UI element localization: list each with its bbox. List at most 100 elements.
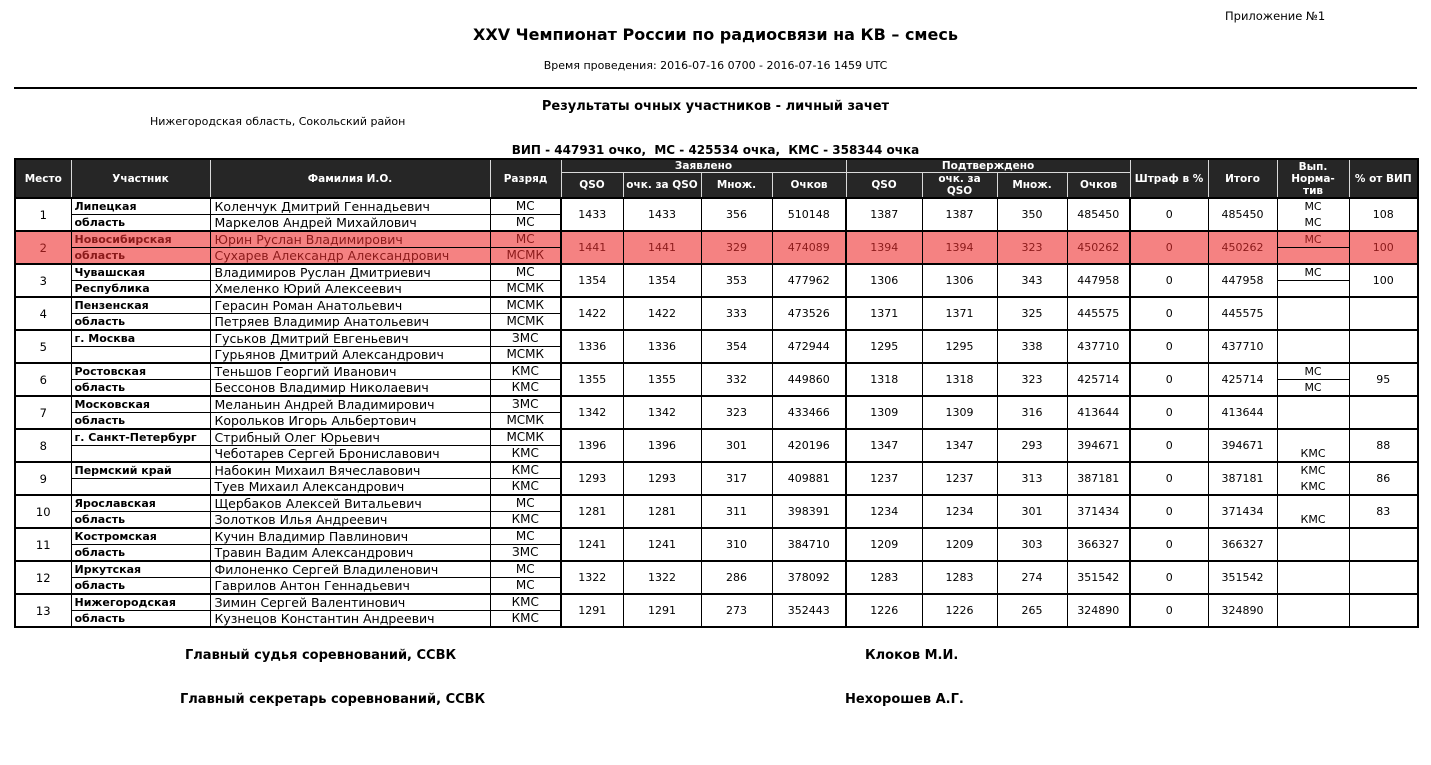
event-time: Время проведения: 2016-07-16 0700 - 2016… (543, 59, 888, 72)
cell-confirmed-qso: 1394 (845, 230, 923, 265)
cell-region-line2: область (70, 511, 211, 529)
cell-claimed-score: 378092 (771, 560, 847, 595)
cell-place: 7 (14, 395, 72, 430)
cell-penalty: 0 (1129, 362, 1209, 397)
cell-region-line2: область (70, 577, 211, 595)
cell-claimed-mult: 329 (700, 230, 773, 265)
cell-operator2-name: Гурьянов Дмитрий Александрович (209, 346, 491, 364)
cell-penalty: 0 (1129, 296, 1209, 331)
cell-operator1-rank: МСМК (489, 296, 562, 315)
cell-confirmed-qso: 1283 (845, 560, 923, 595)
cell-penalty: 0 (1129, 263, 1209, 298)
cell-operator2-name: Петряев Владимир Анатольевич (209, 313, 491, 331)
cell-region-line1: Нижегородская (70, 593, 211, 612)
header-row-groups: Место Участник Фамилия И.О. Разряд Заявл… (14, 158, 1419, 199)
result-row-second-line: область Гаврилов Антон Геннадьевич МС (15, 577, 1418, 595)
cell-operator2-rank: КМС (489, 445, 562, 463)
cell-claimed-pts: 1322 (622, 560, 702, 595)
cell-operator2-rank: КМС (489, 478, 562, 496)
cell-claimed-score: 409881 (771, 461, 847, 496)
cell-claimed-score: 472944 (771, 329, 847, 364)
cell-place: 11 (14, 527, 72, 562)
cell-confirmed-score: 485450 (1066, 197, 1131, 232)
cell-operator1-rank: ЗМС (489, 329, 562, 348)
cell-norm-1 (1276, 296, 1350, 314)
col-group-confirmed: Подтверждено (845, 158, 1131, 174)
col-header-place: Место (14, 158, 72, 199)
cell-region-line1: Ярославская (70, 494, 211, 513)
cell-operator2-name: Бессонов Владимир Николаевич (209, 379, 491, 397)
cell-penalty: 0 (1129, 560, 1209, 595)
cell-operator2-name: Гаврилов Антон Геннадьевич (209, 577, 491, 595)
cell-confirmed-pts: 1226 (921, 593, 998, 628)
cell-region-line1: Московская (70, 395, 211, 414)
cell-claimed-score: 510148 (771, 197, 847, 232)
cell-confirmed-mult: 303 (996, 527, 1068, 562)
table-header: Место Участник Фамилия И.О. Разряд Заявл… (14, 158, 1419, 199)
judge-name: Клоков М.И. (865, 648, 959, 663)
cell-claimed-qso: 1355 (560, 362, 624, 397)
cell-region-line2: область (70, 313, 211, 331)
cell-operator2-rank: КМС (489, 379, 562, 397)
cell-operator2-rank: МСМК (489, 412, 562, 430)
cell-confirmed-score: 413644 (1066, 395, 1131, 430)
cell-norm-2: КМС (1276, 478, 1350, 496)
cell-place: 10 (14, 494, 72, 529)
cell-confirmed-qso: 1226 (845, 593, 923, 628)
cell-region-line1: Липецкая (70, 197, 211, 216)
col-header-confirmed-mult: Множ. (996, 172, 1068, 199)
cell-confirmed-mult: 350 (996, 197, 1068, 232)
cell-claimed-mult: 332 (700, 362, 773, 397)
cell-confirmed-score: 324890 (1066, 593, 1131, 628)
results-table: Место Участник Фамилия И.О. Разряд Заявл… (14, 158, 1420, 629)
cell-vip-pct (1348, 329, 1419, 364)
cell-claimed-qso: 1422 (560, 296, 624, 331)
cell-norm-1 (1276, 395, 1350, 413)
cell-confirmed-qso: 1295 (845, 329, 923, 364)
cell-operator1-name: Зимин Сергей Валентинович (209, 593, 491, 612)
cell-operator2-name: Чеботарев Сергей Брониславович (209, 445, 491, 463)
cell-confirmed-mult: 265 (996, 593, 1068, 628)
cell-confirmed-pts: 1234 (921, 494, 998, 529)
cell-total: 394671 (1207, 428, 1278, 463)
col-header-claimed-mult: Множ. (700, 172, 773, 199)
cell-confirmed-mult: 338 (996, 329, 1068, 364)
cell-confirmed-mult: 293 (996, 428, 1068, 463)
cell-penalty: 0 (1129, 527, 1209, 562)
cell-operator2-rank: МС (489, 577, 562, 595)
cell-confirmed-qso: 1371 (845, 296, 923, 331)
cell-norm-2: МС (1276, 214, 1350, 232)
cell-operator1-name: Щербаков Алексей Витальевич (209, 494, 491, 513)
cell-operator1-rank: КМС (489, 461, 562, 480)
result-row-second-line: Чеботарев Сергей Брониславович КМС КМС (15, 445, 1418, 463)
cell-claimed-qso: 1441 (560, 230, 624, 265)
cell-confirmed-pts: 1283 (921, 560, 998, 595)
cell-claimed-score: 420196 (771, 428, 847, 463)
cell-norm-2: КМС (1276, 445, 1350, 463)
cell-operator1-name: Юрин Руслан Владимирович (209, 230, 491, 249)
col-header-norm-line1: Вып. Норма- (1291, 160, 1335, 185)
result-row-second-line: область Золотков Илья Андреевич КМС КМС (15, 511, 1418, 529)
cell-operator2-name: Сухарев Александр Александрович (209, 247, 491, 265)
cell-operator1-rank: МС (489, 527, 562, 546)
col-header-rank: Разряд (489, 158, 562, 199)
secretary-label: Главный секретарь соревнований, ССВК (180, 692, 486, 707)
result-row-second-line: область Травин Вадим Александрович ЗМС (15, 544, 1418, 562)
cell-confirmed-mult: 325 (996, 296, 1068, 331)
cell-confirmed-score: 437710 (1066, 329, 1131, 364)
cell-confirmed-mult: 313 (996, 461, 1068, 496)
cell-norm-1: КМС (1276, 461, 1350, 479)
cell-total: 413644 (1207, 395, 1278, 430)
cell-region-line2: область (70, 610, 211, 628)
cell-norm-1 (1276, 560, 1350, 578)
cell-confirmed-pts: 1387 (921, 197, 998, 232)
result-row: 12 Иркутская Филоненко Сергей Владиленович… (14, 560, 1419, 595)
cell-total: 387181 (1207, 461, 1278, 496)
cell-penalty: 0 (1129, 593, 1209, 628)
cell-norm-1: МС (1276, 230, 1350, 249)
cell-claimed-score: 473526 (771, 296, 847, 331)
cell-confirmed-score: 394671 (1066, 428, 1131, 463)
cell-confirmed-mult: 323 (996, 362, 1068, 397)
cell-confirmed-mult: 343 (996, 263, 1068, 298)
cell-place: 12 (14, 560, 72, 595)
